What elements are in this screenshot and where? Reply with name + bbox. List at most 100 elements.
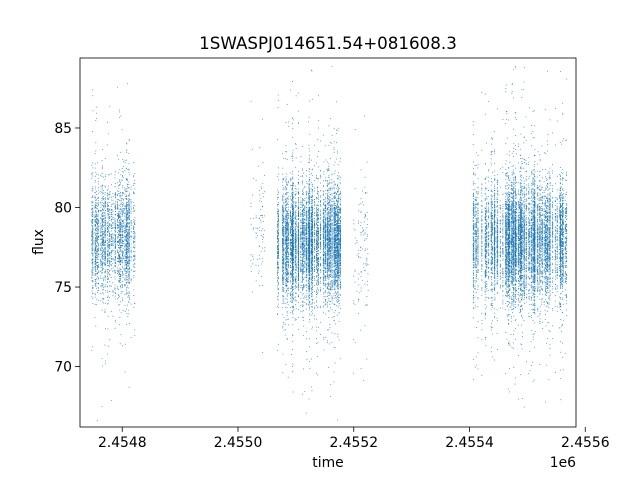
data-point — [107, 230, 109, 232]
data-point — [300, 175, 302, 177]
data-point — [117, 237, 119, 239]
data-point — [106, 244, 108, 246]
data-point — [119, 180, 121, 182]
data-point — [119, 211, 121, 213]
data-point — [120, 115, 122, 117]
data-point — [107, 281, 109, 283]
data-point — [117, 236, 119, 238]
data-point — [119, 258, 121, 260]
data-point — [304, 286, 306, 288]
data-point — [295, 209, 297, 211]
data-point — [124, 246, 126, 248]
data-point — [336, 152, 338, 154]
data-point — [261, 276, 263, 278]
data-point — [127, 249, 129, 251]
data-point — [92, 95, 94, 97]
data-point — [91, 249, 93, 251]
data-point — [119, 224, 121, 226]
data-point — [104, 174, 106, 176]
data-point — [304, 243, 306, 245]
data-point — [107, 328, 109, 330]
data-point — [292, 313, 294, 315]
data-point — [334, 270, 336, 272]
data-point — [134, 182, 136, 184]
data-point — [96, 227, 98, 229]
data-point — [121, 260, 123, 262]
data-point — [128, 222, 130, 224]
data-point — [129, 194, 131, 196]
data-point — [94, 242, 96, 244]
data-point — [128, 195, 130, 197]
data-point — [126, 227, 128, 229]
data-point — [124, 275, 126, 277]
data-point — [252, 256, 254, 258]
data-point — [264, 191, 266, 193]
data-point — [303, 286, 305, 288]
data-point — [315, 213, 317, 215]
data-point — [127, 296, 129, 298]
data-point — [302, 310, 304, 312]
data-point — [134, 334, 136, 336]
data-point — [102, 258, 104, 260]
data-point — [124, 280, 126, 282]
data-point — [297, 188, 299, 190]
data-point — [101, 253, 103, 255]
data-point — [104, 221, 106, 223]
data-point — [110, 230, 112, 232]
data-point — [314, 237, 316, 239]
data-point — [314, 279, 316, 281]
data-point — [104, 255, 106, 257]
data-point — [335, 261, 337, 263]
data-point — [97, 292, 99, 294]
data-point — [331, 213, 333, 215]
data-point — [120, 247, 122, 249]
data-point — [114, 298, 116, 300]
data-point — [125, 244, 127, 246]
data-point — [101, 309, 103, 311]
data-point — [95, 325, 97, 327]
data-point — [114, 240, 116, 242]
data-point — [122, 197, 124, 199]
data-point — [255, 215, 257, 217]
data-point — [130, 221, 132, 223]
data-point — [92, 293, 94, 295]
data-point — [103, 258, 105, 260]
data-point — [100, 218, 102, 220]
data-point — [128, 181, 130, 183]
data-point — [92, 229, 94, 231]
data-point — [333, 172, 335, 174]
data-point — [118, 247, 120, 249]
data-point — [128, 227, 130, 229]
data-point — [100, 275, 102, 277]
data-point — [97, 201, 99, 203]
data-point — [105, 290, 107, 292]
data-point — [117, 227, 119, 229]
data-point — [112, 240, 114, 242]
data-point — [317, 192, 319, 194]
data-point — [322, 311, 324, 313]
data-point — [107, 273, 109, 275]
data-point — [109, 197, 111, 199]
data-point — [95, 253, 97, 255]
data-point — [92, 259, 94, 261]
data-point — [96, 214, 98, 216]
data-point — [127, 316, 129, 318]
data-point — [120, 213, 122, 215]
data-point — [110, 233, 112, 235]
data-point — [112, 196, 114, 198]
data-point — [314, 165, 316, 167]
data-point — [98, 189, 100, 191]
data-point — [260, 186, 262, 188]
data-point — [98, 192, 100, 194]
data-point — [121, 214, 123, 216]
data-point — [95, 218, 97, 220]
data-point — [104, 200, 106, 202]
data-point — [262, 193, 264, 195]
data-point — [97, 250, 99, 252]
data-point — [121, 274, 123, 276]
data-point — [109, 251, 111, 253]
data-point — [95, 227, 97, 229]
data-point — [91, 205, 93, 207]
data-point — [114, 222, 116, 224]
data-point — [294, 214, 296, 216]
